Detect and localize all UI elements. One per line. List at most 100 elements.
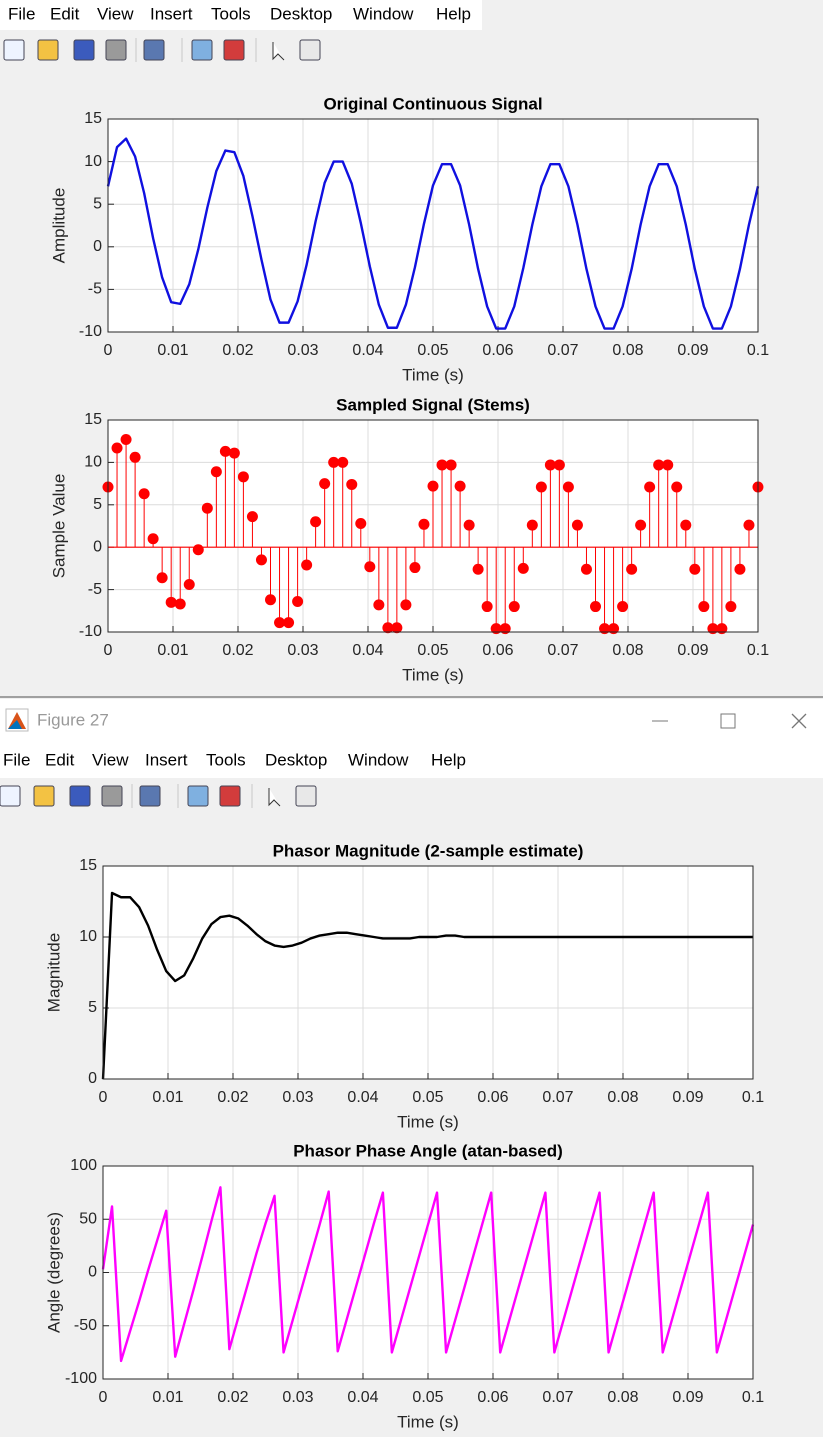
menu-item[interactable]: Desktop <box>270 4 332 23</box>
y-tick-label: 10 <box>84 454 102 471</box>
stem-marker <box>129 451 141 463</box>
axes-box <box>102 1165 754 1380</box>
menu-item[interactable]: Help <box>431 750 466 769</box>
toolbar-button[interactable] <box>223 39 245 61</box>
x-tick-label: 0.08 <box>607 1389 638 1406</box>
toolbar-button[interactable] <box>105 39 127 61</box>
toolbar-button[interactable] <box>295 785 317 807</box>
y-tick-label: 10 <box>79 928 97 945</box>
x-tick-label: 0.05 <box>412 1389 443 1406</box>
x-tick-label: 0.06 <box>477 1389 508 1406</box>
menu-item[interactable]: Edit <box>50 4 80 23</box>
menu-item[interactable]: Edit <box>45 750 75 769</box>
x-tick-label: 0.09 <box>672 1089 703 1106</box>
toolbar-button[interactable] <box>3 39 25 61</box>
stem-marker <box>111 442 123 454</box>
x-tick-label: 0.06 <box>482 342 513 359</box>
y-tick-label: 5 <box>93 195 102 212</box>
menu-item[interactable]: Window <box>348 750 409 769</box>
menu-item[interactable]: View <box>97 4 134 23</box>
stem-marker <box>427 480 439 492</box>
y-tick-label: 5 <box>88 999 97 1016</box>
stem-marker <box>409 562 421 574</box>
stem-marker <box>571 519 583 531</box>
toolbar-button[interactable] <box>69 785 91 807</box>
y-tick-label: 100 <box>70 1157 97 1174</box>
stem-marker <box>382 622 394 634</box>
stem-marker <box>553 459 565 471</box>
menu-item[interactable]: Help <box>436 4 471 23</box>
chart-title: Phasor Phase Angle (atan-based) <box>293 1141 563 1160</box>
x-tick-label: 0.04 <box>347 1089 378 1106</box>
x-tick-label: 0.05 <box>412 1089 443 1106</box>
toolbar-button[interactable] <box>299 39 321 61</box>
icon <box>73 39 95 61</box>
menu-item[interactable]: Tools <box>211 4 251 23</box>
icon <box>0 785 21 807</box>
icon <box>3 39 25 61</box>
icon <box>191 39 213 61</box>
icon <box>69 785 91 807</box>
maximize-button[interactable] <box>720 713 736 729</box>
stem-marker <box>725 601 737 613</box>
x-tick-label: 0.07 <box>547 342 578 359</box>
x-tick-label: 0.01 <box>157 342 188 359</box>
icon <box>272 42 285 61</box>
menu-item[interactable]: Desktop <box>265 750 327 769</box>
stem-marker <box>237 471 249 483</box>
stem-marker <box>481 601 493 613</box>
close-button[interactable] <box>791 713 807 729</box>
stem-marker <box>698 601 710 613</box>
stem-marker <box>716 623 728 635</box>
stem-marker <box>608 623 620 635</box>
stem-marker <box>138 488 150 500</box>
x-tick-label: 0.09 <box>677 642 708 659</box>
stem-marker <box>355 517 367 529</box>
chart-title: Sampled Signal (Stems) <box>336 395 530 414</box>
menu-item[interactable]: Insert <box>150 4 193 23</box>
x-tick-label: 0.04 <box>352 642 383 659</box>
toolbar-button[interactable] <box>219 785 241 807</box>
toolbar-button[interactable] <box>268 788 281 807</box>
data-line <box>106 137 760 330</box>
toolbar-button[interactable] <box>272 42 285 61</box>
toolbar-button[interactable] <box>33 785 55 807</box>
menu-item[interactable]: Insert <box>145 750 188 769</box>
x-tick-label: 0.03 <box>282 1089 313 1106</box>
stem-marker <box>373 599 385 611</box>
x-tick-label: 0.04 <box>352 342 383 359</box>
stem-marker <box>228 447 240 459</box>
x-tick-label: 0.1 <box>742 1389 764 1406</box>
x-tick-label: 0.07 <box>542 1389 573 1406</box>
stem-marker <box>680 519 692 531</box>
window-title: Figure 27 <box>37 710 109 729</box>
toolbar-button[interactable] <box>0 785 21 807</box>
stem-marker <box>319 478 331 490</box>
toolbar-button[interactable] <box>143 39 165 61</box>
y-tick-label: 15 <box>84 110 102 127</box>
x-tick-label: 0.04 <box>347 1389 378 1406</box>
x-tick-label: 0.07 <box>547 642 578 659</box>
chart-title: Phasor Magnitude (2-sample estimate) <box>273 841 584 860</box>
toolbar-button[interactable] <box>37 39 59 61</box>
menu-item[interactable]: View <box>92 750 129 769</box>
stem-marker <box>463 519 475 531</box>
stem-marker <box>301 559 313 571</box>
x-tick-label: 0.02 <box>217 1389 248 1406</box>
y-tick-label: -5 <box>88 281 102 298</box>
toolbar-button[interactable] <box>73 39 95 61</box>
y-tick-label: -50 <box>74 1317 97 1334</box>
stem-marker <box>283 617 295 629</box>
menu-item[interactable]: Tools <box>206 750 246 769</box>
toolbar-button[interactable] <box>187 785 209 807</box>
x-tick-label: 0.02 <box>222 342 253 359</box>
menu-item[interactable]: File <box>8 4 35 23</box>
y-axis-label: Amplitude <box>49 188 68 264</box>
toolbar-button[interactable] <box>139 785 161 807</box>
toolbar-button[interactable] <box>191 39 213 61</box>
x-axis-label: Time (s) <box>402 665 464 684</box>
menu-item[interactable]: File <box>3 750 30 769</box>
toolbar-button[interactable] <box>101 785 123 807</box>
menu-item[interactable]: Window <box>353 4 414 23</box>
